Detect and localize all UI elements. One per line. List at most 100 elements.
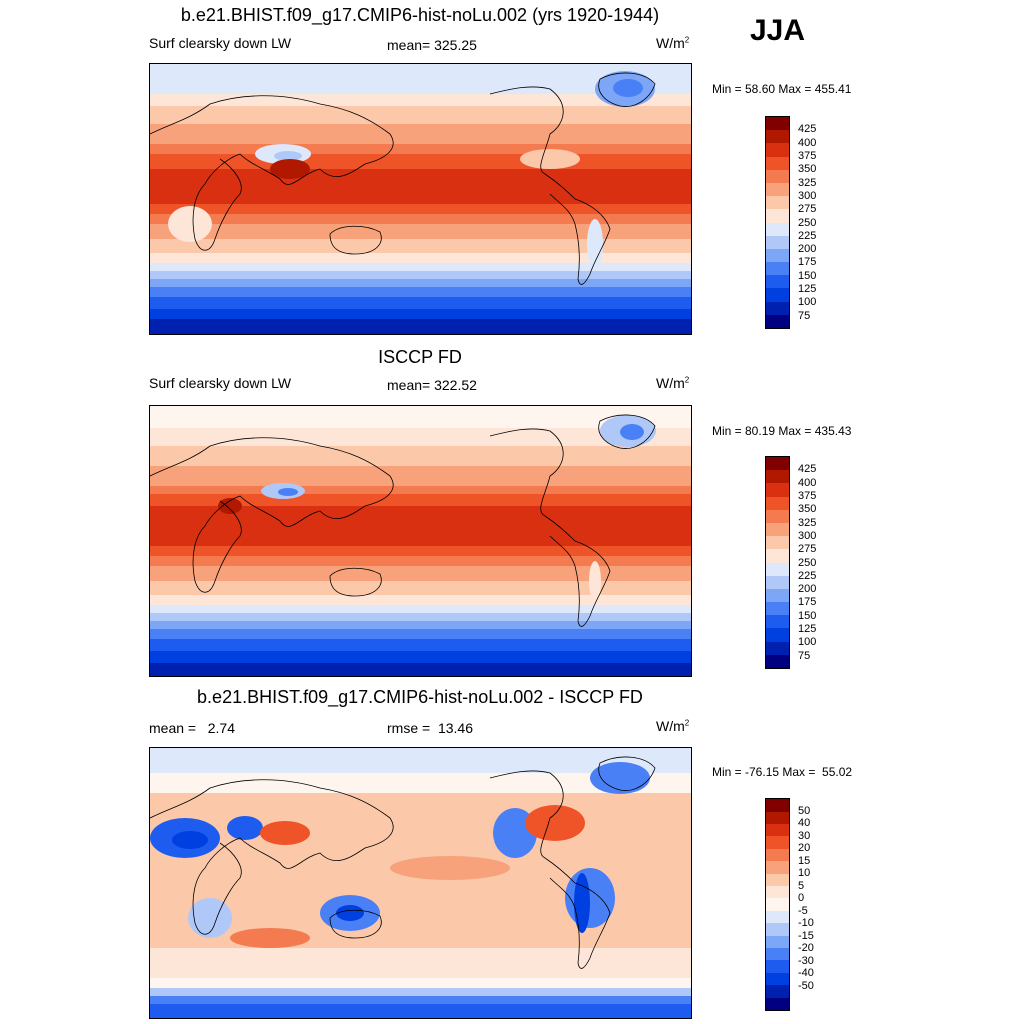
map-difference — [149, 747, 692, 1019]
colorbar-tick-label: 275 — [798, 543, 817, 556]
colorbar-tick-label: 400 — [798, 476, 817, 489]
colorbar-swatch — [766, 262, 789, 276]
colorbar-tick-label: 325 — [798, 176, 817, 189]
colorbar-tick-label: 250 — [798, 556, 817, 569]
colorbar-tick-label: 200 — [798, 583, 817, 596]
colorbar-swatch — [766, 156, 789, 170]
colorbar-tick-label: 200 — [798, 243, 817, 256]
colorbar-tick-label: 225 — [798, 229, 817, 242]
colorbar-swatch — [766, 275, 789, 289]
field-band — [150, 169, 691, 204]
colorbar-swatch — [766, 143, 789, 157]
colorbar-tick-label: 20 — [798, 842, 811, 855]
colorbar-swatch — [766, 248, 789, 263]
colorbar-swatch — [766, 641, 789, 655]
tibet-region — [274, 151, 302, 161]
colorbar-swatch — [766, 509, 789, 523]
colorbar-swatches — [766, 457, 789, 668]
colorbar-swatch — [766, 885, 789, 899]
colorbar-swatch — [766, 457, 789, 471]
coastlines — [150, 414, 656, 627]
colorbar-swatch — [766, 588, 789, 603]
units-label: W/m2 — [656, 35, 689, 51]
field-band — [150, 613, 691, 621]
field-band — [150, 605, 691, 613]
colorbar-tick-label: -5 — [798, 904, 808, 917]
colorbar-tick-label: 50 — [798, 804, 811, 817]
field-band — [150, 996, 691, 1004]
colorbar-swatches — [766, 117, 789, 328]
greenland-region — [613, 79, 643, 97]
colorbar-swatch — [766, 222, 789, 236]
field-band — [150, 446, 691, 466]
colorbar-model — [765, 116, 790, 329]
colorbar-tick-label: -30 — [798, 954, 814, 967]
colorbar-swatch — [766, 496, 789, 510]
colorbar-tick-label: 350 — [798, 163, 817, 176]
colorbar-swatch — [766, 536, 789, 550]
middle-east-anomaly — [227, 816, 263, 840]
greenland-region — [620, 424, 644, 440]
colorbar-tick-label: 150 — [798, 269, 817, 282]
field-band — [150, 651, 691, 663]
map-field — [150, 748, 691, 1018]
tibet-region — [278, 488, 298, 496]
colorbar-difference — [765, 798, 790, 1011]
colorbar-tick-label: 15 — [798, 854, 811, 867]
colorbar-tick-label: 400 — [798, 136, 817, 149]
colorbar-tick-label: 100 — [798, 636, 817, 649]
field-band — [150, 253, 691, 263]
sahara-anomaly — [172, 831, 208, 849]
colorbar-tick-label: 175 — [798, 596, 817, 609]
field-band — [150, 1004, 691, 1018]
colorbar-swatch — [766, 873, 789, 886]
colorbar-tick-label: -50 — [798, 979, 814, 992]
colorbar-swatch — [766, 575, 789, 589]
colorbar-tick-label: 350 — [798, 503, 817, 516]
colorbar-swatch — [766, 848, 789, 862]
field-band — [150, 224, 691, 239]
field-band — [150, 239, 691, 253]
field-band — [150, 639, 691, 651]
colorbar-swatch — [766, 823, 789, 837]
andes-region — [587, 219, 603, 269]
panel-title: b.e21.BHIST.f09_g17.CMIP6-hist-noLu.002 … — [180, 5, 660, 25]
colorbar-swatch — [766, 522, 789, 537]
variable-label: Surf clearsky down LW — [149, 375, 292, 391]
field-band — [150, 595, 691, 605]
colorbar-tick-label: 150 — [798, 609, 817, 622]
units-text: W/m — [656, 718, 685, 734]
colorbar-swatch — [766, 972, 789, 986]
colorbar-tick-label: 300 — [798, 189, 817, 202]
colorbar-swatch — [766, 654, 789, 668]
indian-ocean-anomaly — [230, 928, 310, 948]
field-band — [150, 287, 691, 297]
field-band — [150, 629, 691, 639]
panel-title: ISCCP FD — [378, 347, 462, 367]
australia-anomaly — [336, 905, 364, 921]
field-band — [150, 621, 691, 629]
east-america-anomaly — [525, 805, 585, 841]
colorbar-swatch — [766, 861, 789, 874]
colorbar-tick-label: 275 — [798, 203, 817, 216]
field-band — [150, 948, 691, 978]
colorbar-tick-label: 375 — [798, 149, 817, 162]
panel-title: b.e21.BHIST.f09_g17.CMIP6-hist-noLu.002 … — [197, 687, 643, 707]
colorbar-tick-label: 75 — [798, 649, 811, 662]
colorbar-swatch — [766, 288, 789, 302]
map-observation — [149, 405, 692, 677]
colorbar-tick-label: 175 — [798, 256, 817, 269]
field-band — [150, 279, 691, 287]
colorbar-tick-label: 425 — [798, 123, 817, 136]
units-text: W/m — [656, 35, 685, 51]
rmse-label: rmse = 13.46 — [387, 720, 473, 736]
colorbar-tick-label: 30 — [798, 829, 811, 842]
greenland-anomaly — [590, 762, 650, 794]
colorbar-swatch — [766, 562, 789, 576]
units-exponent: 2 — [684, 375, 690, 385]
colorbar-tick-label: 100 — [798, 296, 817, 309]
colorbar-tick-label: 300 — [798, 529, 817, 542]
mean-label: mean= 322.52 — [387, 377, 477, 393]
colorbar-swatch — [766, 470, 789, 484]
units-exponent: 2 — [684, 718, 690, 728]
